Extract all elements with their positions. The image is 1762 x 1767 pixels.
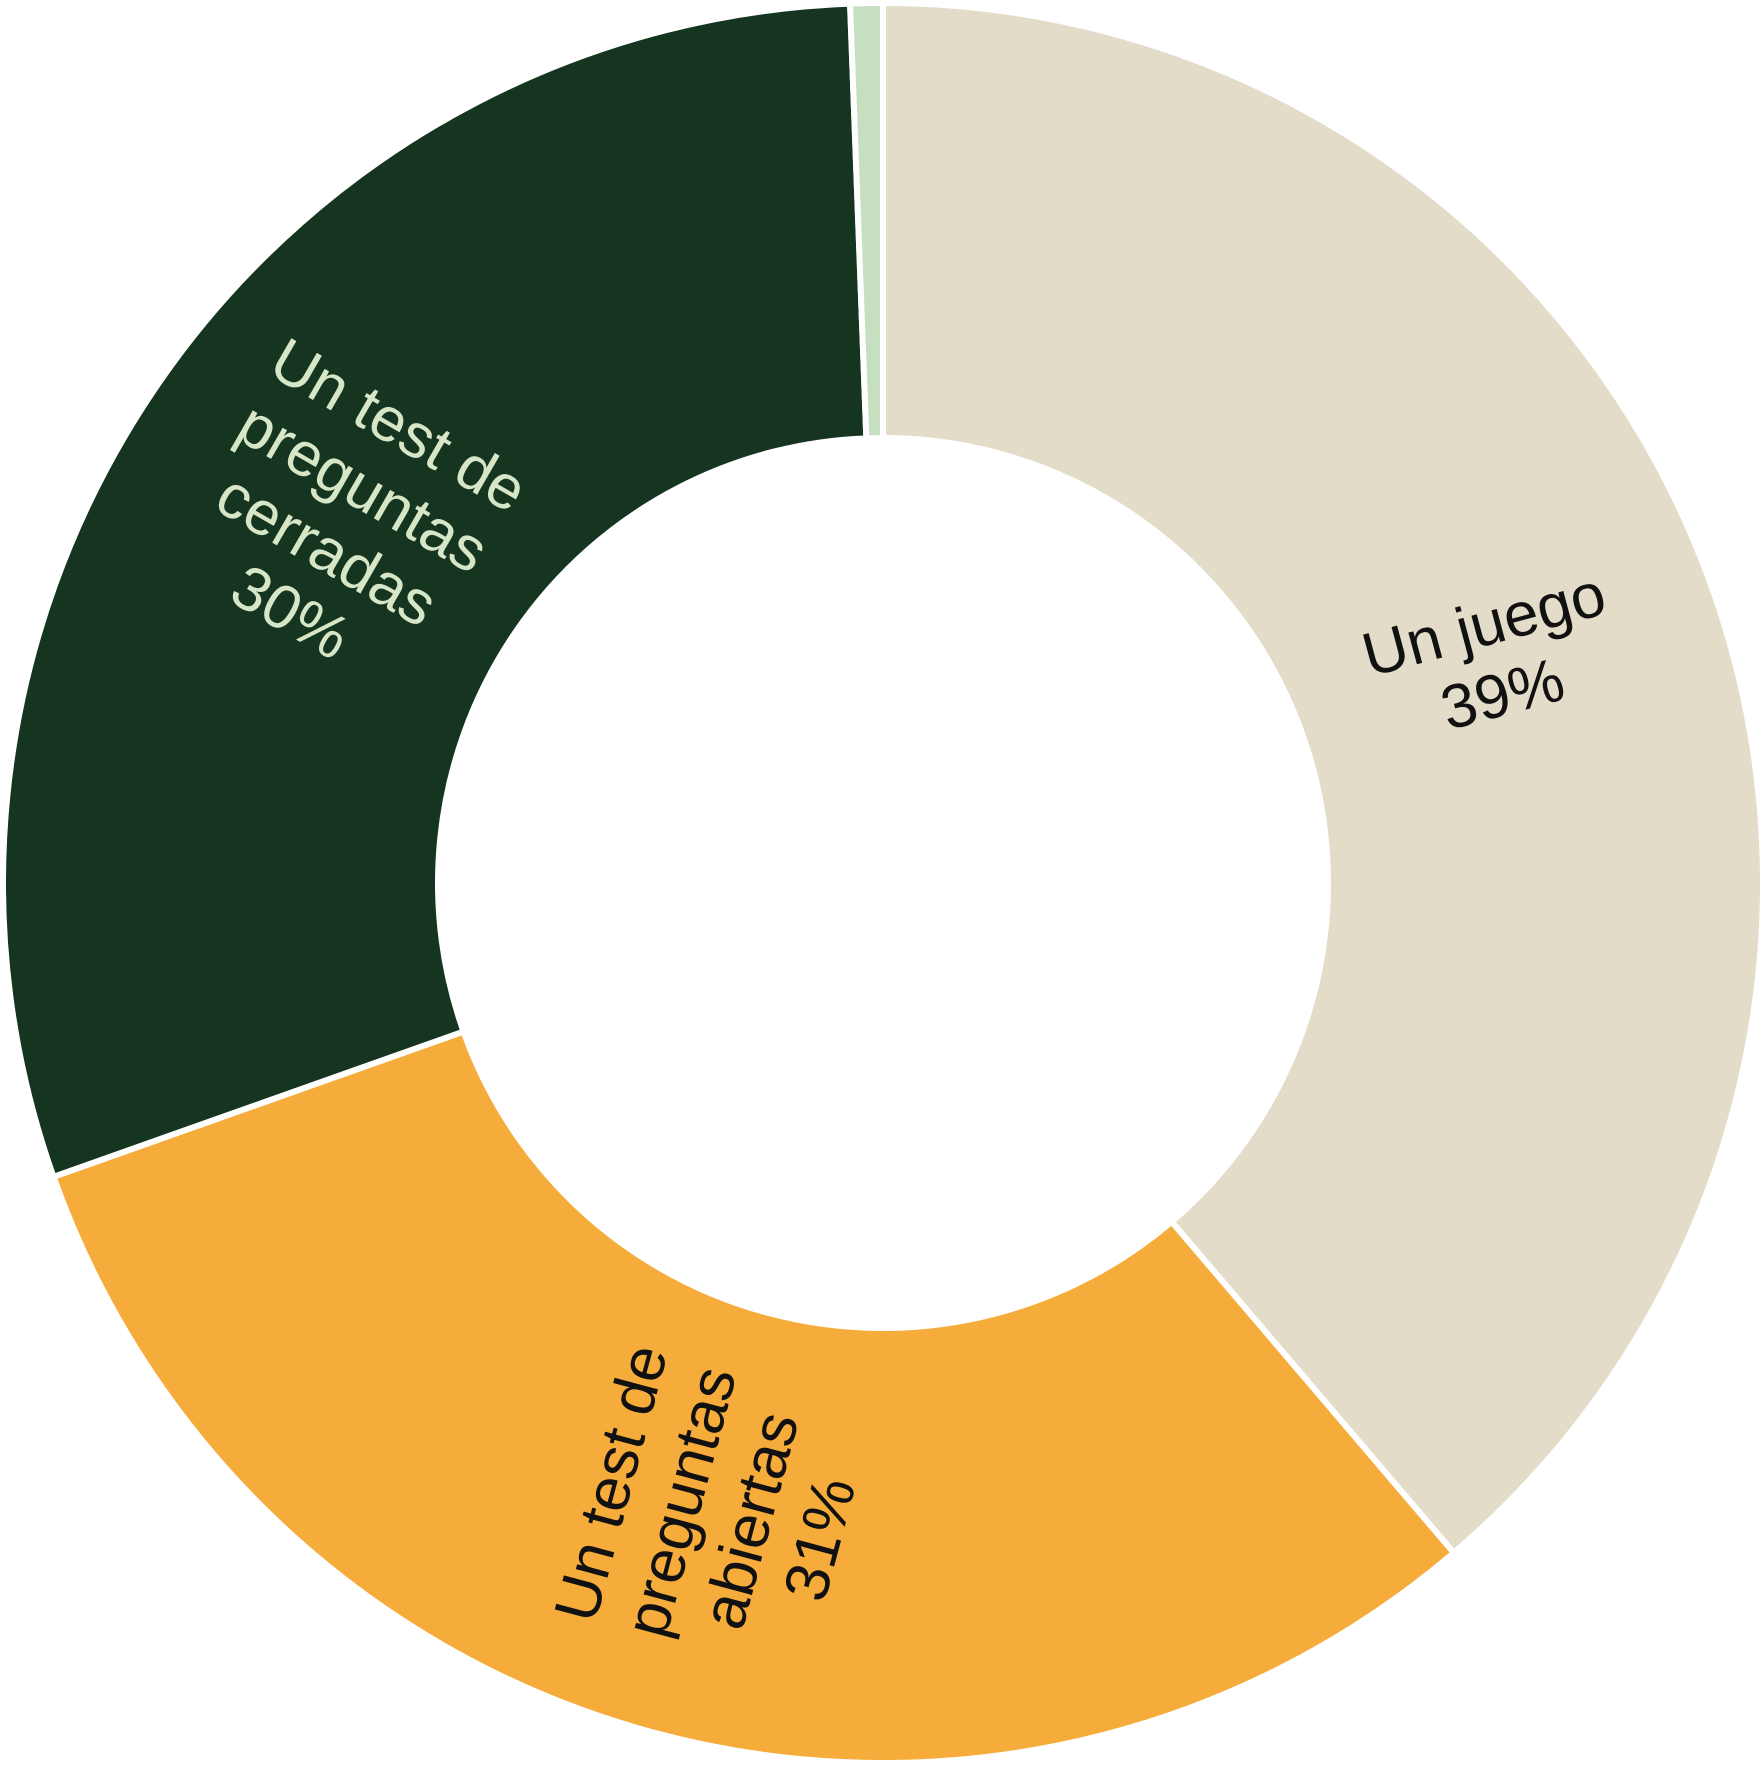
donut-slice-1 [49,1027,1459,1766]
donut-slice-0 [880,0,1762,1558]
donut-slice-2 [0,0,870,1181]
donut-slice-3 [846,0,886,442]
slice-label-1: Un test depreguntasabiertas31% [542,1338,890,1685]
